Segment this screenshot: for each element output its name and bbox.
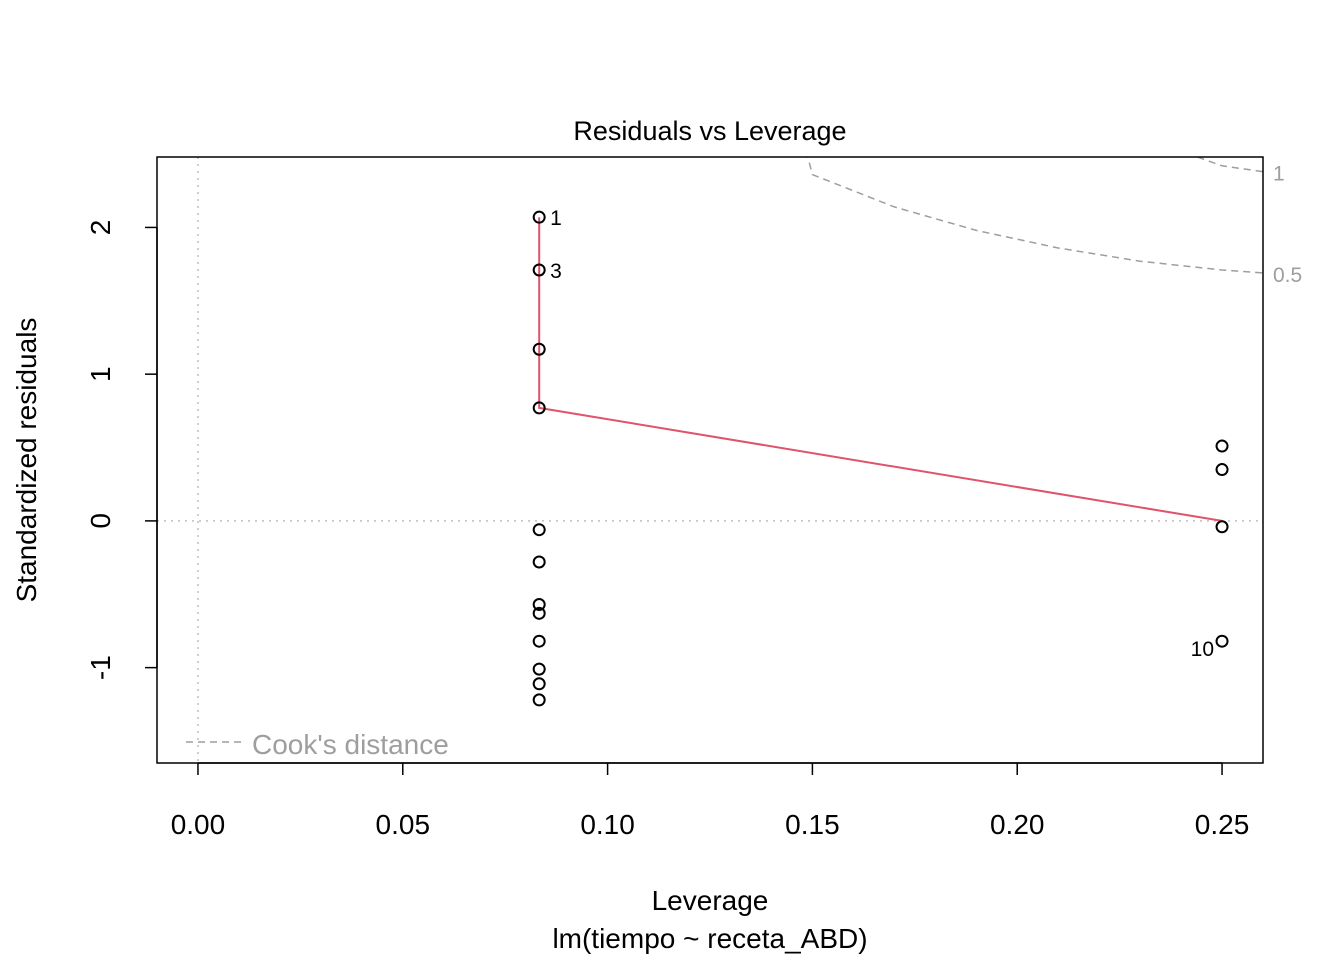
data-point <box>532 210 546 224</box>
y-tick-label: 1 <box>85 366 116 382</box>
smooth-line <box>538 217 1223 522</box>
reference-lines <box>157 157 1263 763</box>
points-group <box>532 210 1229 707</box>
chart-title: Residuals vs Leverage <box>573 116 846 146</box>
cooks-contour-label: 1 <box>1273 163 1285 186</box>
model-formula-label: lm(tiempo ~ receta_ABD) <box>552 923 867 954</box>
cooks-contour-0-5 <box>807 157 1263 274</box>
contour-labels-group: 0.51 <box>1273 163 1302 287</box>
y-tick-label: -1 <box>85 655 116 680</box>
data-point <box>1215 520 1229 534</box>
legend: Cook's distance <box>186 729 449 760</box>
x-tick-label: 0.05 <box>376 809 431 840</box>
cooks-distance-contours <box>807 157 1263 274</box>
data-point <box>532 401 546 415</box>
data-point <box>532 606 546 620</box>
data-point <box>1215 463 1229 477</box>
point-label: 10 <box>1191 638 1214 661</box>
point-label: 1 <box>550 207 562 230</box>
data-point <box>1215 634 1229 648</box>
x-tick-label: 0.25 <box>1195 809 1250 840</box>
y-tick-label: 0 <box>85 513 116 529</box>
y-axis-label: Standardized residuals <box>11 318 42 603</box>
y-axis: -1 0 1 2 <box>85 220 158 680</box>
data-point <box>532 555 546 569</box>
legend-cooks-label: Cook's distance <box>252 729 449 760</box>
data-point <box>532 598 546 612</box>
data-point <box>532 342 546 356</box>
x-tick-label: 0.00 <box>171 809 226 840</box>
x-tick-label: 0.10 <box>580 809 635 840</box>
point-labels-group: 1 3 10 <box>550 207 1214 661</box>
cooks-contour-label: 0.5 <box>1273 264 1302 287</box>
smooth-line-group <box>538 217 1223 522</box>
data-point <box>532 263 546 277</box>
data-point <box>532 677 546 691</box>
data-point <box>532 693 546 707</box>
cooks-contour-1 <box>1197 157 1263 173</box>
data-point <box>532 662 546 676</box>
x-tick-label: 0.15 <box>785 809 840 840</box>
data-point <box>1215 439 1229 453</box>
data-point <box>532 634 546 648</box>
x-axis: 0.00 0.05 0.10 0.15 0.20 0.25 <box>171 762 1250 840</box>
y-tick-label: 2 <box>85 220 116 236</box>
data-point <box>532 523 546 537</box>
plot-frame <box>156 156 1264 764</box>
x-axis-label: Leverage <box>652 885 769 916</box>
x-tick-label: 0.20 <box>990 809 1045 840</box>
point-label: 3 <box>550 260 562 283</box>
